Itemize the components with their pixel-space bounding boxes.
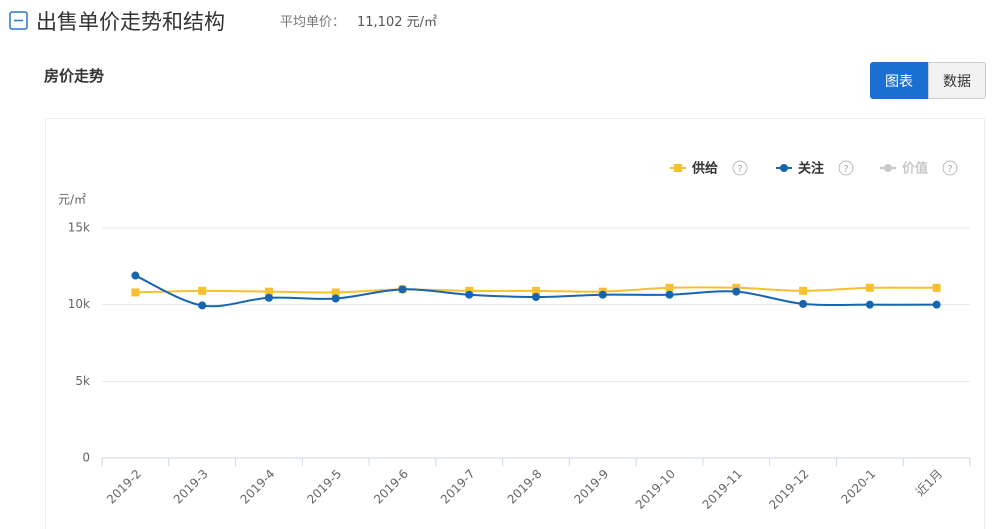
help-icon [838, 160, 854, 176]
point [865, 283, 874, 292]
y-tick-label: 5k [75, 374, 90, 388]
point [264, 293, 273, 302]
collapse-icon[interactable] [9, 11, 29, 31]
chart-panel [45, 118, 985, 529]
point [932, 300, 941, 309]
point [799, 286, 808, 295]
help-icon [942, 160, 958, 176]
legend-item[interactable]: 关注? [776, 160, 854, 177]
point [198, 301, 207, 310]
x-tick-label: 2019-8 [505, 467, 545, 507]
avg-label: 平均单价： [280, 15, 346, 30]
x-tick-label: 2019-6 [371, 467, 411, 507]
point [131, 271, 140, 280]
x-tick-label: 2019-11 [700, 467, 745, 512]
page-title: 出售单价走势和结构 [36, 10, 225, 34]
point [398, 285, 407, 294]
point [732, 287, 741, 296]
x-tick-label: 2019-9 [571, 467, 611, 507]
point [865, 300, 874, 309]
point [264, 287, 273, 296]
legend-marker [884, 164, 892, 172]
tab-data[interactable]: 数据 [928, 62, 986, 99]
legend-item[interactable]: 供给? [670, 160, 748, 177]
legend-marker [674, 164, 682, 172]
x-tick-label: 2019-4 [238, 467, 278, 507]
help-icon [732, 160, 748, 176]
legend-label: 供给 [691, 161, 718, 177]
legend-label: 价值 [902, 161, 928, 177]
help-icon-mark: ? [737, 164, 742, 175]
point [198, 286, 207, 295]
help-icon-mark: ? [947, 164, 952, 175]
x-tick-label: 2019-2 [104, 467, 144, 507]
point [665, 283, 674, 292]
point [799, 299, 808, 308]
x-tick-label: 2019-12 [766, 467, 811, 512]
y-tick-label: 15k [68, 221, 90, 235]
y-tick-label: 0 [82, 451, 90, 465]
help-icon-mark: ? [843, 164, 848, 175]
x-tick-label: 2019-3 [171, 467, 211, 507]
point [532, 286, 540, 295]
tab-chart[interactable]: 图表 [870, 62, 928, 99]
section-title: 房价走势 [44, 67, 105, 85]
point [932, 283, 941, 292]
y-unit: 元/㎡ [58, 193, 86, 207]
point [665, 290, 674, 299]
point [598, 290, 607, 299]
legend-label: 关注 [798, 161, 824, 177]
point [131, 288, 140, 297]
avg-value: 11,102 元/㎡ [357, 15, 437, 30]
legend-item[interactable]: 价值? [880, 160, 958, 177]
point [331, 288, 340, 297]
x-tick-label: 近1月 [913, 467, 945, 499]
x-tick-label: 2020-1 [838, 467, 878, 507]
point [465, 290, 474, 299]
x-tick-label: 2019-7 [438, 467, 478, 507]
y-tick-label: 10k [68, 297, 90, 311]
point [331, 294, 340, 303]
x-tick-label: 2019-5 [304, 467, 344, 507]
point [532, 293, 540, 301]
legend-marker [780, 164, 788, 172]
x-tick-label: 2019-10 [633, 467, 678, 512]
